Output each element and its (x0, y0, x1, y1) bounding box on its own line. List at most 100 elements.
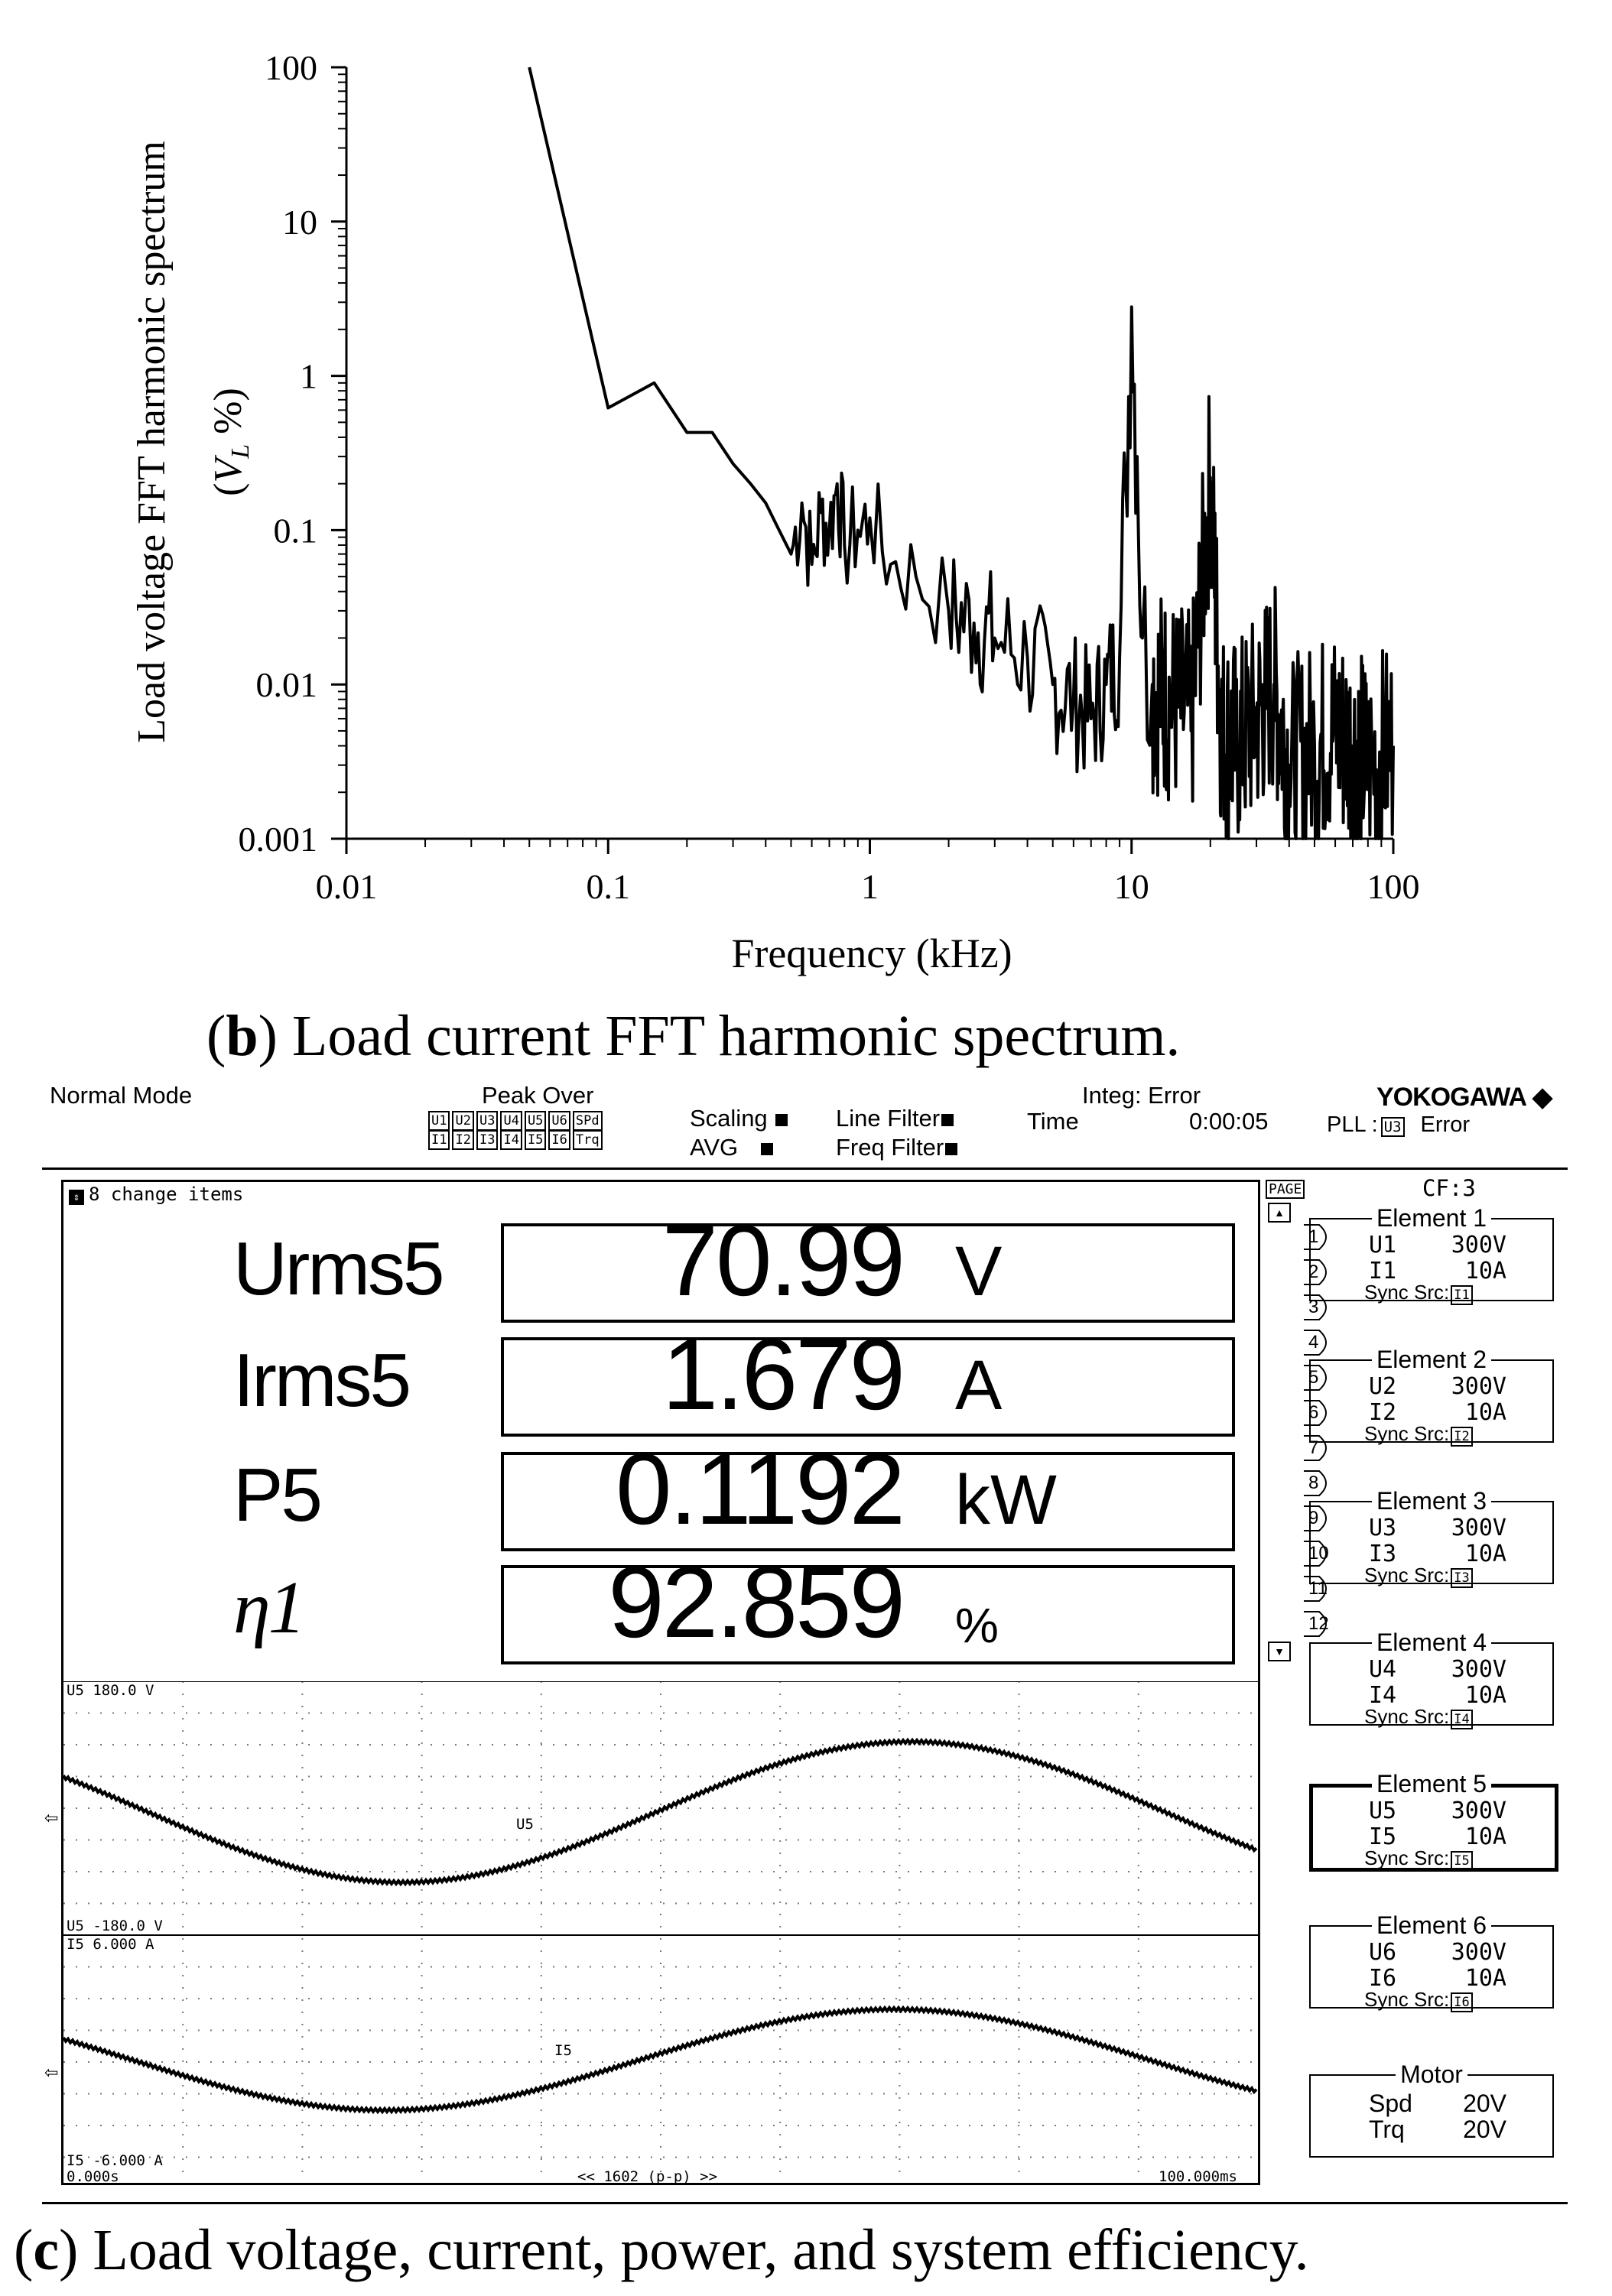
time-end: 100.000ms (1159, 2168, 1237, 2185)
current-range: 10A (1464, 1823, 1506, 1850)
voltage-range: 300V (1451, 1656, 1506, 1683)
channel-chip: I3 (476, 1130, 499, 1150)
scaling-indicator: Scaling (690, 1105, 788, 1132)
element-box-2[interactable]: Element 2 U2 300V I2 10A Sync Src: I2 (1309, 1346, 1554, 1447)
y-tick-label: 0.01 (256, 665, 318, 704)
motor-title: Motor (1396, 2061, 1467, 2088)
channel-chip: U1 (428, 1111, 450, 1131)
current-range: 10A (1464, 1682, 1506, 1709)
page-number: 5 (1308, 1367, 1319, 1388)
voltage-range: 300V (1451, 1798, 1506, 1824)
trq-label: Trq (1369, 2116, 1405, 2143)
x-tick-label: 0.01 (316, 867, 378, 906)
element-title: Element 6 (1371, 1911, 1492, 1939)
voltage-channel: U3 (1369, 1515, 1397, 1541)
measurement-value: 1.679 (661, 1318, 905, 1431)
sync-source-chip: I4 (1451, 1710, 1473, 1729)
voltage-range: 300V (1451, 1939, 1506, 1966)
page-button-4[interactable]: 4 (1302, 1329, 1334, 1356)
current-range: 10A (1464, 1399, 1506, 1426)
element-title: Element 3 (1371, 1487, 1492, 1515)
element-box-4[interactable]: Element 4 U4 300V I4 10A Sync Src: I4 (1309, 1629, 1554, 1729)
sync-source-label: Sync Src: (1364, 1564, 1450, 1586)
time-label: Time (1027, 1108, 1079, 1135)
i-scale-top: I5 6.000 A (67, 1936, 154, 1953)
sync-source-chip: I6 (1451, 1992, 1473, 2012)
element-title: Element 1 (1371, 1204, 1492, 1232)
element-box-1[interactable]: Element 1 U1 300V I1 10A Sync Src: I1 (1309, 1204, 1554, 1305)
screen-bottom-rule (42, 2202, 1568, 2204)
measurement-value-box[interactable]: 0.1192 kW (501, 1433, 1235, 1551)
page-number: 12 (1308, 1613, 1329, 1634)
element-title: Element 2 (1371, 1346, 1492, 1373)
element-box-3[interactable]: Element 3 U3 300V I3 10A Sync Src: I3 (1309, 1487, 1554, 1588)
i-trace-label: I5 (554, 2042, 572, 2059)
spectrum-line (528, 67, 1395, 840)
current-channel: I5 (1369, 1823, 1397, 1850)
page-button-12[interactable]: 12 (1302, 1610, 1334, 1638)
channel-chip: SPd (572, 1111, 603, 1131)
mode-label: Normal Mode (50, 1082, 193, 1109)
channel-chip: I2 (452, 1130, 474, 1150)
measurement-panel (61, 1180, 1260, 2185)
current-channel: I4 (1369, 1682, 1397, 1709)
measurement-label: Urms5 (233, 1226, 445, 1310)
change-items-label: ⇕ 8 change items (69, 1184, 243, 1205)
page-number: 1 (1308, 1226, 1319, 1247)
element-box-6[interactable]: Element 6 U6 300V I6 10A Sync Src: I6 (1309, 1911, 1554, 2012)
sync-source-chip: I3 (1451, 1568, 1473, 1588)
freq-filter-indicator: Freq Filter (836, 1134, 958, 1161)
measurement-value-box[interactable]: 92.859 % (501, 1546, 1235, 1664)
voltage-channel: U1 (1369, 1232, 1397, 1258)
crest-factor: CF:3 (1422, 1175, 1476, 1201)
measurement-label: Irms5 (233, 1338, 411, 1422)
page-button-3[interactable]: 3 (1302, 1294, 1334, 1321)
waveform-area (63, 1681, 1258, 2183)
channel-chip: Trq (572, 1130, 603, 1150)
y-tick-label: 0.1 (274, 511, 318, 550)
current-waveform (63, 2005, 1258, 2115)
x-tick-label: 100 (1367, 867, 1420, 906)
voltage-range: 300V (1451, 1515, 1506, 1541)
sync-source-label: Sync Src: (1364, 1422, 1450, 1445)
u-trace-label: U5 (516, 1816, 534, 1833)
page-number: 2 (1308, 1262, 1319, 1282)
peak-over-chips-row2: I1 I2 I3 I4 I5 I6 Trq (428, 1130, 605, 1150)
element-title: Element 5 (1371, 1770, 1492, 1798)
measurement-value: 0.1192 (616, 1433, 905, 1545)
scroll-updown-icon[interactable]: ⇕ (69, 1190, 84, 1205)
measurement-label: P5 (233, 1453, 323, 1537)
current-channel: I6 (1369, 1965, 1397, 1992)
page-button-8[interactable]: 8 (1302, 1470, 1334, 1497)
peak-over-chips-row1: U1 U2 U3 U4 U5 U6 SPd (428, 1111, 605, 1131)
x-tick-label: 1 (861, 867, 879, 906)
element-box-5[interactable]: Element 5 U5 300V I5 10A Sync Src: I5 (1309, 1770, 1558, 1872)
page-number: 3 (1308, 1297, 1319, 1317)
voltage-range: 300V (1451, 1232, 1506, 1258)
voltage-waveform (63, 1737, 1258, 1887)
x-tick-label: 10 (1114, 867, 1149, 906)
current-channel: I2 (1369, 1399, 1397, 1426)
current-channel: I3 (1369, 1541, 1397, 1567)
x-tick-label: 0.1 (587, 867, 631, 906)
measurement-label: η1 (233, 1567, 306, 1649)
trq-range: 20V (1463, 2116, 1506, 2143)
voltage-channel: U2 (1369, 1373, 1397, 1400)
time-center: << 1602 (p-p) >> (577, 2168, 718, 2185)
measurement-value: 70.99 (661, 1204, 905, 1317)
channel-chip: I6 (548, 1130, 570, 1150)
channel-chip: U2 (452, 1111, 474, 1131)
brand-logo: YOKOGAWA ◆ (1376, 1083, 1552, 1112)
instrument-screen: Normal Mode Peak Over U1 U2 U3 U4 U5 U6 SPd I1… (42, 1082, 1568, 2198)
spd-range: 20V (1463, 2090, 1506, 2117)
page-up-icon[interactable]: ▲ (1268, 1203, 1291, 1223)
current-channel: I1 (1369, 1258, 1397, 1284)
page-down-icon[interactable]: ▼ (1268, 1642, 1291, 1661)
measurement-value-box[interactable]: 70.99 V (501, 1204, 1235, 1323)
page-number: 6 (1308, 1402, 1319, 1423)
measurement-value-box[interactable]: 1.679 A (501, 1318, 1235, 1437)
page-number: 9 (1308, 1508, 1319, 1528)
page-number: 8 (1308, 1473, 1319, 1493)
motor-box[interactable]: Motor Spd 20V Trq 20V (1309, 2061, 1554, 2158)
y-tick-label: 0.001 (239, 820, 318, 859)
